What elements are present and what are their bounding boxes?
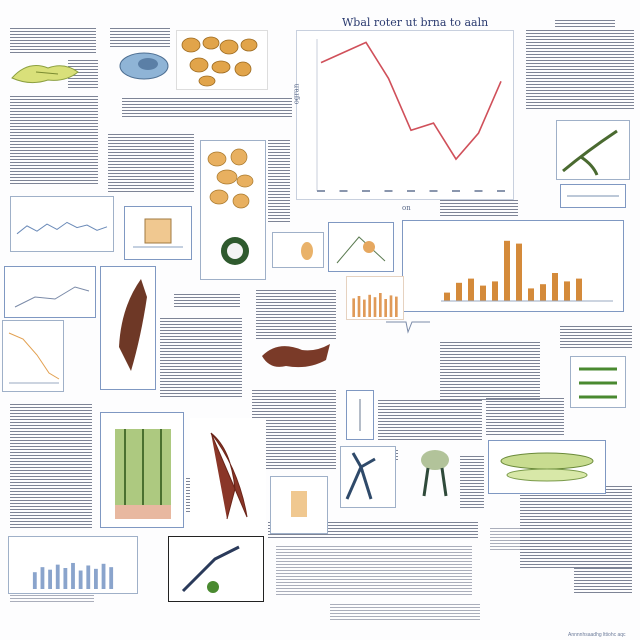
specimen-illustration xyxy=(488,440,606,494)
connector-bracket xyxy=(384,318,432,338)
footer-caption: Annnnhsaadhg lttiohc aqc xyxy=(568,632,626,638)
specimen-illustration xyxy=(556,120,630,180)
bar-chart-panel xyxy=(8,536,138,594)
x-tick-mark xyxy=(317,190,325,192)
bar-chart-panel xyxy=(402,220,624,312)
animal-illustration xyxy=(190,418,266,530)
main-chart-title: Wbal roter ut brna to aaln xyxy=(342,16,489,29)
text-block xyxy=(110,28,170,48)
text-block xyxy=(160,318,242,398)
text-block xyxy=(108,134,194,194)
text-block xyxy=(440,200,518,216)
bar xyxy=(395,296,398,317)
bar xyxy=(78,570,83,589)
small-figure xyxy=(270,476,328,534)
small-figure xyxy=(570,356,626,408)
text-block xyxy=(330,604,480,620)
specimen-illustration xyxy=(176,30,268,90)
x-tick-mark xyxy=(452,190,460,192)
specimen-illustration xyxy=(116,48,174,82)
bar xyxy=(379,293,382,317)
bar xyxy=(468,278,474,301)
bar xyxy=(109,567,114,589)
x-tick-mark xyxy=(497,190,505,192)
mushroom-illustration xyxy=(414,446,456,500)
small-chart xyxy=(2,320,64,392)
text-block xyxy=(486,398,564,436)
text-block xyxy=(574,568,632,594)
animal-illustration xyxy=(256,330,336,380)
bar xyxy=(528,288,534,301)
text-block xyxy=(276,546,472,596)
bar xyxy=(48,569,52,589)
bar xyxy=(363,299,366,317)
x-tick-mark xyxy=(384,190,393,192)
x-tick-mark xyxy=(407,190,415,192)
x-tick-mark xyxy=(339,190,348,192)
text-block xyxy=(122,98,292,118)
text-block xyxy=(10,96,98,184)
bar xyxy=(552,273,558,301)
bar xyxy=(352,298,355,317)
bar xyxy=(504,240,510,301)
bar xyxy=(576,278,582,301)
mini-line-chart xyxy=(10,196,114,252)
apparatus-diagram xyxy=(124,206,192,260)
plant-cross-section xyxy=(100,412,184,528)
main-chart-xlabel: on xyxy=(402,204,411,212)
small-figure xyxy=(560,184,626,208)
bar xyxy=(444,292,450,301)
bar xyxy=(86,565,91,589)
bar xyxy=(516,243,522,301)
bar xyxy=(55,564,60,589)
bar xyxy=(368,294,371,317)
text-block xyxy=(440,342,540,402)
text-block xyxy=(10,404,92,530)
text-block xyxy=(526,30,634,110)
diagram-panel xyxy=(168,536,264,602)
branching-diagram xyxy=(340,446,396,508)
bar xyxy=(94,568,98,589)
text-block xyxy=(555,20,615,28)
main-line-chart xyxy=(296,30,514,200)
bar xyxy=(32,572,37,589)
x-tick-mark xyxy=(429,190,438,192)
text-block xyxy=(560,326,632,350)
bar xyxy=(373,297,377,317)
specimen-photo xyxy=(200,140,266,280)
bar-chart-panel xyxy=(346,276,404,320)
text-block xyxy=(256,290,336,340)
text-block xyxy=(174,294,240,308)
bar xyxy=(101,563,106,589)
text-block xyxy=(252,390,336,470)
text-block xyxy=(378,400,482,440)
small-chart xyxy=(100,266,156,390)
text-block xyxy=(520,486,632,568)
main-chart-ylabel: ogran xyxy=(292,83,301,105)
main-line-chart-svg xyxy=(316,39,505,192)
small-chart xyxy=(4,266,96,318)
text-block xyxy=(268,140,290,224)
x-tick-mark xyxy=(474,190,483,192)
text-block xyxy=(490,528,520,550)
x-tick-mark xyxy=(362,190,370,192)
bar xyxy=(492,281,498,301)
bar xyxy=(540,284,546,301)
bar xyxy=(389,295,393,317)
bar xyxy=(357,296,361,317)
text-block xyxy=(10,28,96,54)
text-block xyxy=(460,456,484,510)
bar xyxy=(63,568,68,589)
bar xyxy=(71,562,75,589)
small-figure xyxy=(272,232,324,268)
bar xyxy=(480,285,486,301)
bar xyxy=(384,299,387,317)
small-figure xyxy=(328,222,394,272)
bar xyxy=(456,282,462,301)
diagram-panel xyxy=(346,390,374,440)
bar xyxy=(564,281,570,301)
specimen-illustration xyxy=(8,54,84,90)
bar xyxy=(40,567,45,589)
